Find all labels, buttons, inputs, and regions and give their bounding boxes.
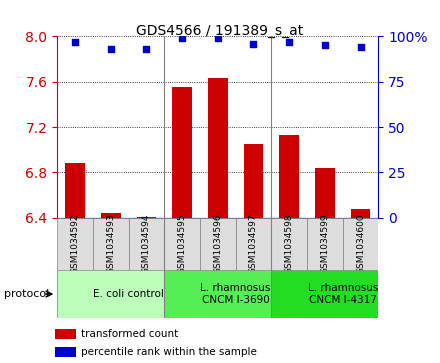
Bar xyxy=(57,270,164,318)
Point xyxy=(72,39,79,45)
Point xyxy=(250,41,257,46)
Text: GSM1034594: GSM1034594 xyxy=(142,214,151,274)
Text: GSM1034598: GSM1034598 xyxy=(285,214,293,274)
Text: L. rhamnosus
CNCM I-4317: L. rhamnosus CNCM I-4317 xyxy=(308,283,378,305)
Bar xyxy=(101,213,121,218)
Bar xyxy=(351,209,370,218)
Bar xyxy=(55,329,76,339)
Text: L. rhamnosus
CNCM I-3690: L. rhamnosus CNCM I-3690 xyxy=(201,283,271,305)
Text: GSM1034599: GSM1034599 xyxy=(320,214,330,274)
Text: protocol: protocol xyxy=(4,289,50,299)
Point xyxy=(143,46,150,52)
Text: transformed count: transformed count xyxy=(81,329,179,339)
Text: percentile rank within the sample: percentile rank within the sample xyxy=(81,347,257,357)
Point xyxy=(107,46,114,52)
Bar xyxy=(172,87,192,218)
Point xyxy=(321,42,328,48)
Text: GDS4566 / 191389_s_at: GDS4566 / 191389_s_at xyxy=(136,24,304,38)
Bar xyxy=(128,218,164,270)
Text: GSM1034593: GSM1034593 xyxy=(106,214,115,274)
Text: GSM1034592: GSM1034592 xyxy=(70,214,80,274)
Text: GSM1034600: GSM1034600 xyxy=(356,214,365,274)
Bar xyxy=(65,163,85,218)
Text: E. coli control: E. coli control xyxy=(93,289,164,299)
Bar xyxy=(236,218,271,270)
Bar xyxy=(93,218,128,270)
Text: GSM1034595: GSM1034595 xyxy=(178,214,187,274)
Point xyxy=(357,44,364,50)
Bar xyxy=(271,218,307,270)
Point xyxy=(179,35,186,41)
Bar xyxy=(244,144,263,218)
Bar xyxy=(307,218,343,270)
Text: GSM1034597: GSM1034597 xyxy=(249,214,258,274)
Bar xyxy=(279,135,299,218)
Bar xyxy=(164,218,200,270)
Bar xyxy=(55,347,76,357)
Bar xyxy=(200,218,236,270)
Bar xyxy=(271,270,378,318)
Bar xyxy=(136,217,156,218)
Bar xyxy=(343,218,378,270)
Bar xyxy=(57,218,93,270)
Bar xyxy=(164,270,271,318)
Bar xyxy=(315,168,335,218)
Point xyxy=(286,39,293,45)
Bar xyxy=(208,78,227,218)
Text: GSM1034596: GSM1034596 xyxy=(213,214,222,274)
Point xyxy=(214,35,221,41)
